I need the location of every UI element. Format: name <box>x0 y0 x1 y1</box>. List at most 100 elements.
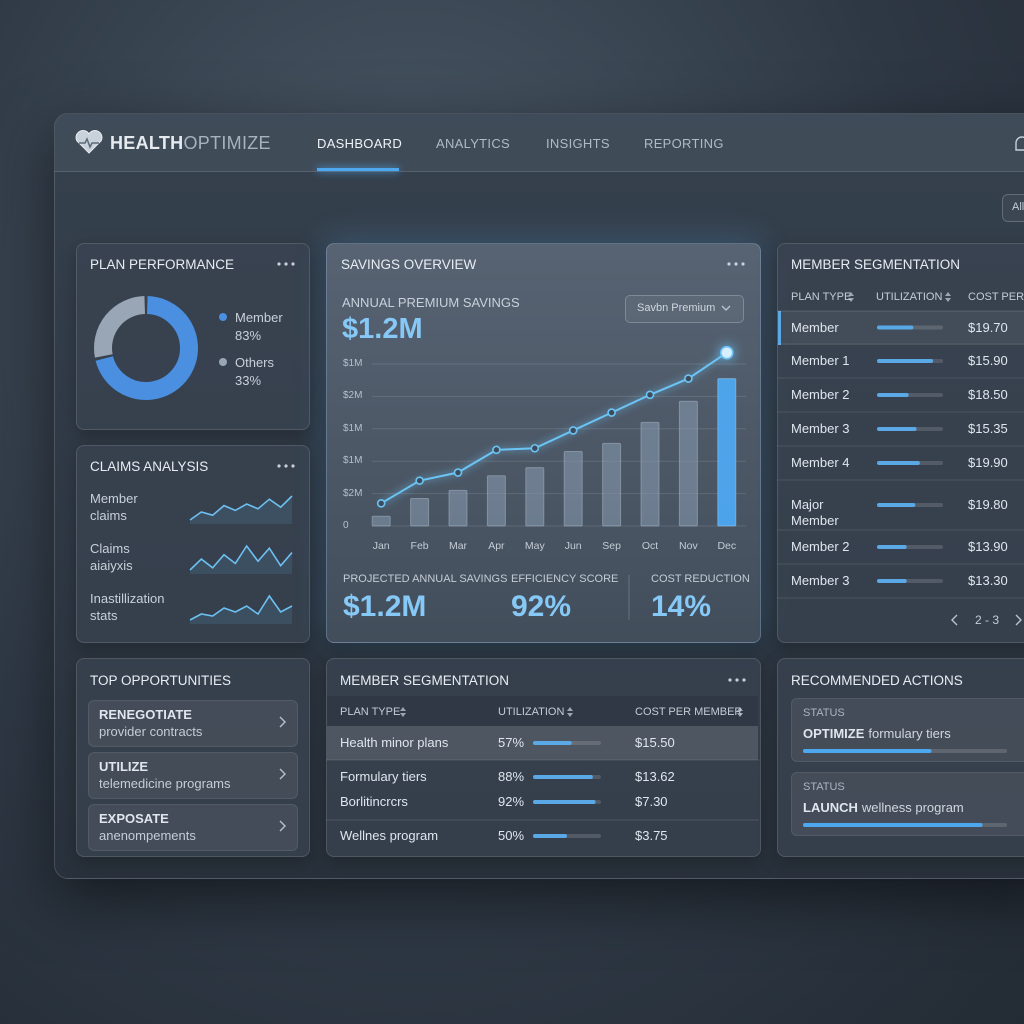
progress-bar <box>803 749 932 753</box>
plan-name: Member <box>791 319 839 335</box>
stat-label: PROJECTED ANNUAL SAVINGS <box>343 573 508 585</box>
y-tick-label: $1M <box>343 455 363 467</box>
opportunity-item[interactable] <box>88 700 298 747</box>
opportunity-detail[interactable]: anenompements <box>99 828 196 843</box>
card-title: SAVINGS OVERVIEW <box>341 257 477 272</box>
bar <box>525 467 545 527</box>
legend-value: 83% <box>235 328 262 343</box>
cost: $13.30 <box>968 573 1008 588</box>
y-tick-label: $1M <box>343 358 363 369</box>
x-tick-label: Dec <box>717 540 737 552</box>
legend-name: Others <box>235 355 275 370</box>
column-header: PLAN TYPE <box>340 706 401 718</box>
chevron <box>951 614 958 626</box>
legend-dot <box>219 313 227 321</box>
nav-tab[interactable]: ANALYTICS <box>436 136 510 151</box>
trend-point <box>568 426 578 435</box>
plan-name: Formulary tiers <box>340 769 427 784</box>
x-tick-label: Apr <box>488 540 505 552</box>
chevron <box>721 305 731 311</box>
column-header: UTILIZATION <box>498 706 565 718</box>
bar <box>602 442 622 527</box>
brand: HEALTHOPTIMIZE <box>110 133 271 154</box>
card <box>76 445 310 643</box>
card-title: CLAIMS ANALYSIS <box>90 459 209 474</box>
sort-icon <box>400 713 406 717</box>
card-title: MEMBER SEGMENTATION <box>791 257 961 272</box>
plan-name: Member 3 <box>791 573 850 588</box>
sparkline <box>189 594 293 621</box>
action-line: LAUNCH wellness program <box>803 800 964 815</box>
opportunity-action[interactable]: EXPOSATE <box>99 811 169 826</box>
pagination[interactable]: 2 - 3 <box>975 613 1000 627</box>
card <box>76 658 310 857</box>
row-label: Member claims <box>90 491 138 523</box>
utilization-bar <box>877 393 909 397</box>
nav-tab[interactable]: REPORTING <box>644 136 724 151</box>
brand-bold: HEALTH <box>110 133 184 153</box>
opportunity-item[interactable] <box>88 752 298 799</box>
utilization-bar <box>533 741 572 745</box>
plan-name: Wellnes program <box>340 828 439 843</box>
column-header: PLAN TYPE <box>791 291 852 303</box>
opportunity-detail[interactable]: provider contracts <box>99 724 203 739</box>
menu-dot <box>741 262 745 266</box>
bar <box>717 378 737 527</box>
utilization-bar <box>877 461 920 465</box>
menu-dot <box>277 262 281 266</box>
sort-icon <box>945 298 951 302</box>
legend-dot <box>219 358 227 366</box>
cost: $15.50 <box>635 735 675 750</box>
cost: $18.50 <box>968 387 1008 402</box>
menu-dot <box>728 678 732 682</box>
metric-label: ANNUAL PREMIUM SAVINGS <box>342 295 520 310</box>
utilization-label: 92% <box>498 794 525 809</box>
plan-name: Member 3 <box>791 421 850 436</box>
card <box>777 243 1024 643</box>
trend-point <box>607 408 616 417</box>
x-tick-label: Jan <box>372 540 390 552</box>
trend-point <box>645 390 655 400</box>
card-title: MEMBER SEGMENTATION <box>340 673 510 688</box>
opportunity-action[interactable]: UTILIZE <box>99 759 149 774</box>
trend-point <box>415 476 424 485</box>
opportunity-detail[interactable]: telemedicine programs <box>99 776 231 791</box>
utilization-bar <box>877 545 907 549</box>
card-title: TOP OPPORTUNITIES <box>90 673 232 688</box>
menu-dot <box>727 262 731 266</box>
card-title: PLAN PERFORMANCE <box>90 257 235 272</box>
cost: $13.62 <box>635 769 675 784</box>
card <box>326 658 761 857</box>
stat-label: COST REDUCTION <box>651 573 750 585</box>
table-header <box>327 696 758 726</box>
trend-point <box>530 443 540 453</box>
utilization-label: 57% <box>498 735 525 750</box>
cost: $7.30 <box>635 794 668 809</box>
action-detail: wellness program <box>861 800 964 815</box>
sort-icon <box>848 298 854 302</box>
filter-button[interactable] <box>1002 194 1024 222</box>
bar <box>371 515 391 527</box>
trend-point <box>453 468 463 477</box>
dropdown-label[interactable]: Savbn Premium <box>637 302 716 314</box>
sparkline <box>189 495 293 521</box>
trend-point <box>684 374 693 383</box>
menu-dot <box>291 262 295 266</box>
cost: $13.90 <box>968 539 1008 554</box>
opportunity-item[interactable] <box>88 804 298 851</box>
filter-label[interactable]: All <box>1012 201 1024 213</box>
plan-name: Borlitincrcrs <box>340 794 408 809</box>
x-tick-label: Feb <box>410 540 429 552</box>
nav-tab[interactable]: INSIGHTS <box>546 136 610 151</box>
x-tick-label: Jun <box>564 540 582 552</box>
stat-label: EFFICIENCY SCORE <box>511 573 619 585</box>
nav-tab[interactable]: DASHBOARD <box>317 136 403 151</box>
dropdown[interactable] <box>625 295 744 323</box>
opportunity-action[interactable]: RENEGOTIATE <box>99 707 192 722</box>
cost: $3.75 <box>635 828 668 843</box>
menu-dot <box>742 678 746 682</box>
utilization-bar <box>877 579 907 583</box>
utilization-bar <box>533 834 567 838</box>
